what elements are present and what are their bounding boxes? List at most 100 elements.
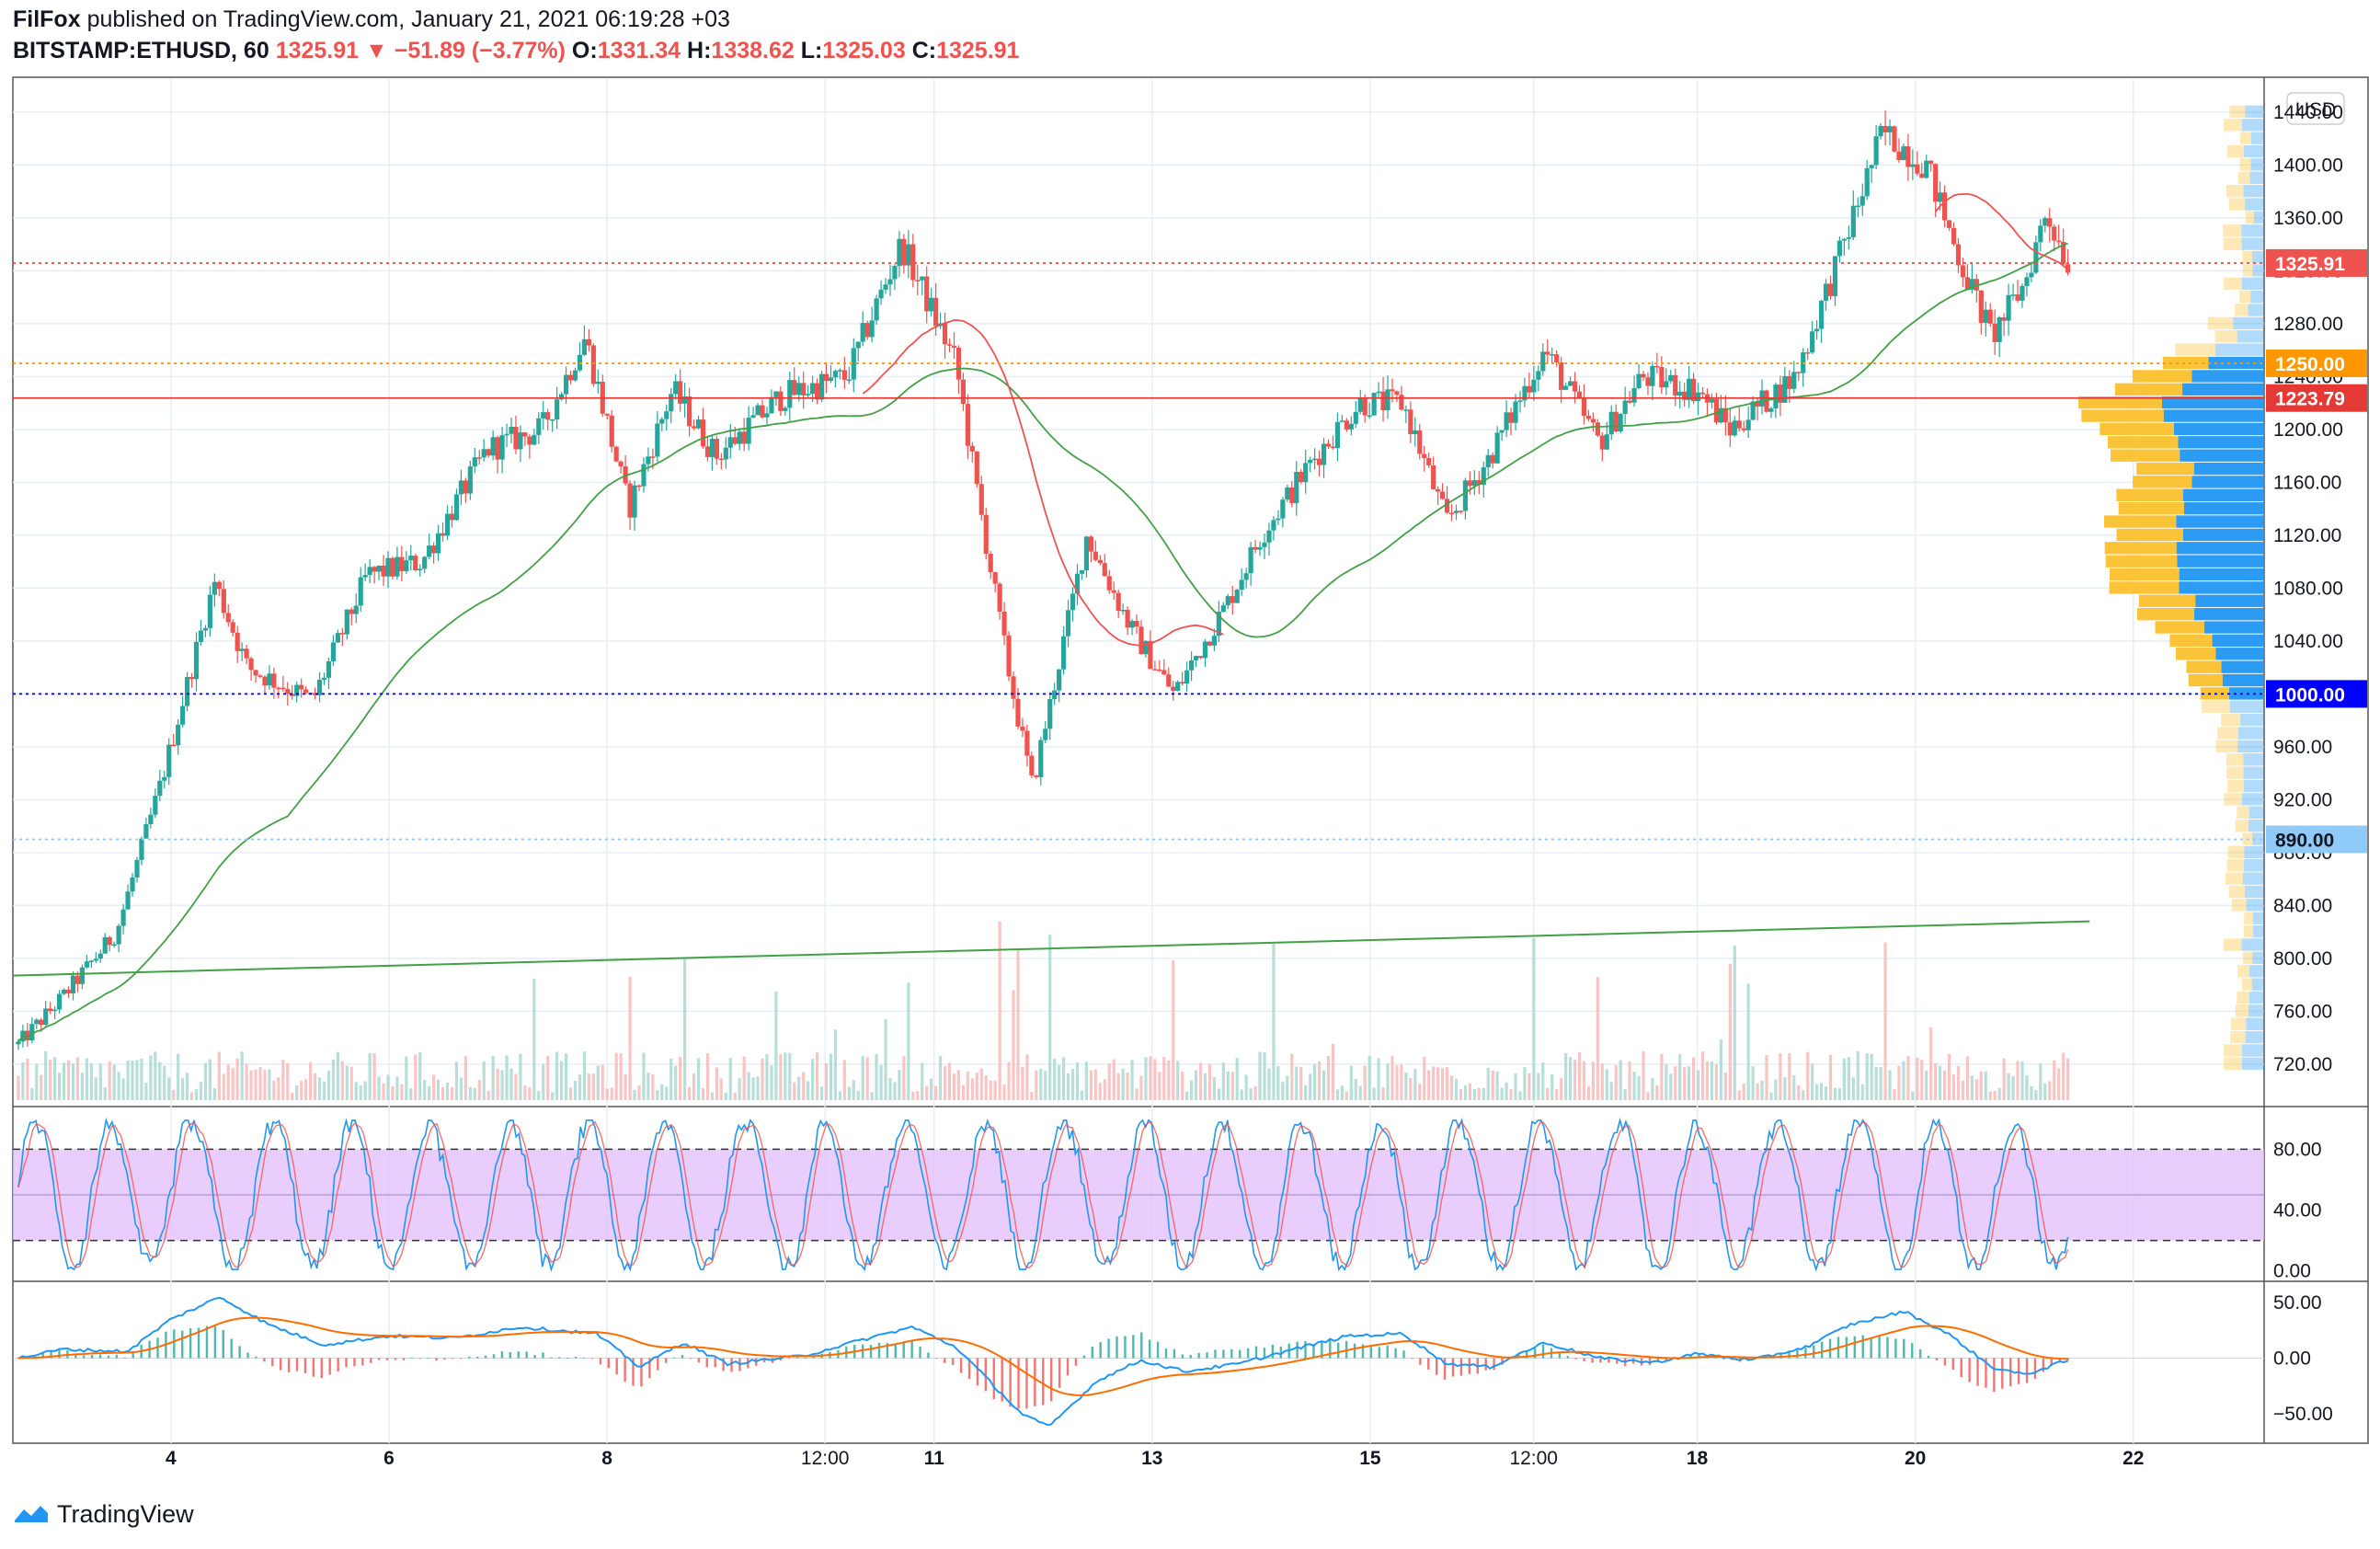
macd-hist-216: [902, 1342, 905, 1359]
candle-body-367: [1690, 378, 1697, 402]
macd-hist-478: [1976, 1358, 1979, 1386]
candle-body-72: [344, 609, 349, 635]
x-tick-3: 12:00: [801, 1448, 850, 1469]
volume-bar-172: [802, 1072, 806, 1100]
volume-bar-418: [1925, 1070, 1928, 1100]
volume-bar-236: [1093, 1069, 1097, 1100]
candle-body-343: [1581, 397, 1587, 417]
volume-bar-298: [1377, 1058, 1380, 1100]
candle-body-429: [1974, 279, 1979, 291]
macd-hist-192: [804, 1358, 807, 1360]
trend-line: [12, 920, 2090, 977]
macd-hist-214: [894, 1344, 898, 1359]
y-tick-5: 920.00: [2273, 789, 2332, 810]
volume-bar-43: [212, 1088, 216, 1100]
candle-body-113: [532, 434, 537, 445]
candle-body-180: [837, 370, 842, 372]
symbol-name[interactable]: BITSTAMP:ETHUSD, 60: [13, 38, 269, 63]
macd-hist-468: [1935, 1358, 1939, 1360]
volume-bar-393: [1811, 1063, 1814, 1100]
candle-body-354: [1631, 387, 1637, 403]
horizontal-levels[interactable]: [13, 262, 2264, 841]
volume-bar-430: [1979, 1071, 1983, 1100]
candle-body-383: [1764, 390, 1769, 412]
volume-bar-167: [779, 1054, 783, 1100]
candle-body-130: [609, 415, 614, 447]
vp-blue-1290: [2248, 304, 2264, 316]
volume-bar-19: [103, 1087, 107, 1100]
macd-hist-236: [984, 1358, 988, 1392]
candle-body-21: [111, 944, 117, 947]
macd-hist-442: [1828, 1338, 1832, 1359]
volume-bar-195: [907, 982, 910, 1100]
volume-bar-376: [1733, 946, 1736, 1100]
candle-body-311: [1436, 488, 1441, 492]
macd-hist-484: [2001, 1358, 2004, 1389]
candle-body-403: [1855, 205, 1860, 208]
candle-body-384: [1768, 407, 1774, 412]
volume-bar-26: [135, 1060, 139, 1100]
volume-bar-102: [482, 1061, 486, 1100]
y-tick-6: 960.00: [2273, 737, 2332, 758]
volume-bar-445: [2048, 1081, 2052, 1100]
volume-bar-345: [1591, 1061, 1595, 1100]
volume-bar-180: [838, 1091, 841, 1100]
candle-body-132: [618, 461, 624, 466]
macd-hist-244: [1017, 1358, 1020, 1409]
volume-bar-133: [624, 1073, 627, 1100]
vp-blue-860: [2242, 872, 2264, 885]
volume-bar-425: [1956, 1066, 1961, 1100]
vp-yellow-1190: [2108, 436, 2179, 449]
macd-hist-122: [517, 1351, 520, 1359]
volume-bar-227: [1053, 1059, 1057, 1100]
candle-body-54: [262, 676, 268, 686]
volume-bar-97: [459, 1077, 463, 1100]
candle-body-251: [1161, 670, 1167, 675]
volume-bar-389: [1792, 1075, 1796, 1100]
candle-body-407: [1873, 136, 1879, 166]
candle-body-229: [1061, 636, 1067, 670]
candle-body-4: [34, 1019, 40, 1025]
candle-body-220: [1020, 726, 1025, 731]
vp-blue-920: [2241, 793, 2264, 806]
candle-body-281: [1299, 472, 1304, 483]
vp-yellow-1220: [2078, 396, 2162, 409]
volume-bar-192: [893, 1082, 897, 1100]
footer-brand[interactable]: TradingView: [13, 1499, 194, 1529]
macd-hist-96: [410, 1358, 414, 1359]
volume-bar-365: [1683, 1067, 1687, 1100]
volume-bar-207: [961, 1084, 966, 1100]
volume-bar-377: [1737, 1090, 1741, 1100]
candle-body-441: [2029, 272, 2034, 278]
candle-body-173: [806, 394, 811, 396]
volume-bar-209: [970, 1078, 974, 1100]
vp-yellow-1070: [2138, 594, 2196, 607]
macd-hist-128: [542, 1352, 544, 1359]
volume-bar-368: [1696, 1070, 1700, 1100]
candle-body-432: [1987, 309, 1993, 324]
volume-bar-49: [240, 1051, 244, 1100]
ma-red-line-b: [1935, 192, 2069, 270]
candle-body-168: [783, 407, 788, 411]
vp-yellow-1340: [2223, 237, 2242, 250]
volume-bar-201: [934, 1085, 938, 1100]
candle-body-52: [253, 670, 258, 676]
vp-yellow-970: [2217, 727, 2238, 740]
vp-blue-1170: [2193, 462, 2264, 476]
macd-hist-74: [320, 1358, 323, 1379]
candle-body-336: [1550, 354, 1555, 356]
volume-bar-422: [1942, 1070, 1947, 1100]
candle-body-11: [65, 989, 72, 993]
candle-body-164: [764, 413, 770, 418]
macd-hist-492: [2033, 1358, 2037, 1380]
candle-body-385: [1773, 384, 1779, 408]
volume-bar-416: [1916, 1057, 1919, 1100]
candle-body-92: [435, 533, 441, 554]
candle-body-83: [395, 556, 400, 577]
macd-hist-208: [869, 1345, 873, 1359]
volume-bar-115: [542, 1063, 545, 1100]
candle-body-187: [869, 320, 875, 338]
vp-blue-930: [2244, 779, 2264, 793]
volume-bar-24: [126, 1060, 130, 1100]
